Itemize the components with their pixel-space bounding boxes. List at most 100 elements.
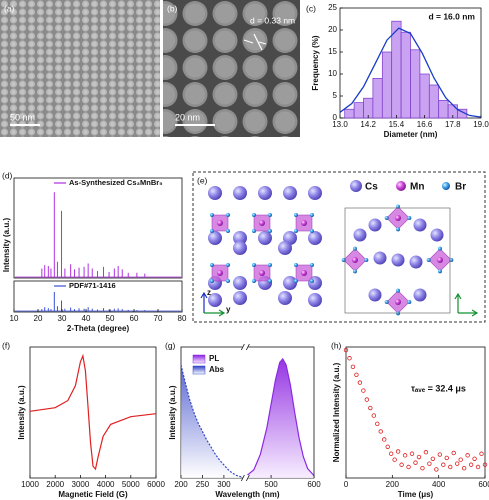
atom — [413, 288, 427, 302]
legend-label: Abs — [209, 365, 225, 374]
decay-point — [378, 429, 383, 434]
x-tick-label: 600 — [307, 480, 321, 489]
atom — [368, 288, 382, 302]
tem-image — [0, 0, 160, 137]
x-tick-label: 15.4 — [389, 120, 405, 129]
x-tick-label: 200 — [386, 480, 400, 489]
axis-name: y — [226, 305, 231, 314]
y-axis-label: Intensity (a.u.) — [17, 385, 26, 440]
atom — [210, 229, 214, 233]
decay-point — [468, 462, 474, 467]
axis-break — [240, 474, 250, 482]
decay-point — [455, 461, 460, 466]
atom — [294, 263, 298, 267]
x-tick-label: 4000 — [97, 480, 115, 489]
atom — [310, 279, 314, 283]
decay-point — [361, 388, 366, 393]
bar — [391, 20, 402, 119]
x-tick-label: 6000 — [147, 480, 165, 489]
atom — [233, 231, 247, 245]
decay-point — [399, 462, 404, 467]
plot-frame — [345, 346, 486, 479]
decay-point — [413, 460, 418, 465]
bar — [400, 31, 411, 119]
atom — [407, 300, 412, 304]
x-tick-label: 16.6 — [417, 120, 433, 129]
atom — [396, 181, 406, 191]
atom — [353, 246, 357, 251]
decay-point — [357, 380, 363, 385]
x-tick-label: 50 — [106, 314, 115, 323]
x-tick-label: 200 — [174, 480, 188, 489]
atom — [233, 291, 247, 305]
atom — [259, 270, 265, 276]
spectrum-area — [181, 364, 242, 478]
atom — [208, 186, 222, 200]
atom — [396, 227, 400, 232]
x-tick-label: 40 — [82, 314, 91, 323]
x-tick-label: 500 — [264, 480, 278, 489]
hrtem-image — [163, 0, 300, 137]
x-axis-label: Time (μs) — [398, 490, 434, 499]
atom — [413, 218, 427, 232]
atom — [407, 216, 412, 220]
atom — [268, 229, 272, 233]
bar — [428, 84, 440, 119]
atom — [226, 213, 230, 217]
structure-box — [192, 171, 486, 323]
spectrum-area — [245, 358, 314, 478]
y-axis-label: Intensity (a.u.) — [2, 218, 11, 273]
atom — [226, 263, 230, 267]
decay-point — [441, 462, 446, 467]
y-axis-label: Intensity (a.u.) — [168, 385, 177, 440]
x-axis-label: Wavelength (nm) — [215, 490, 279, 499]
legend-swatch — [192, 365, 206, 375]
decay-point — [402, 453, 408, 458]
atom — [252, 279, 256, 283]
x-tick-label: 0 — [344, 480, 349, 489]
atom — [395, 299, 401, 305]
decay-point — [444, 455, 449, 461]
decay-point — [448, 464, 453, 470]
decay-point — [406, 464, 411, 470]
decay-point — [479, 451, 484, 456]
plot-frame — [13, 280, 183, 313]
panel-label: (g) — [165, 340, 176, 350]
decay-point — [371, 413, 376, 418]
decay-point — [475, 464, 481, 470]
x-tick-label: 14.2 — [360, 120, 376, 129]
atom — [226, 279, 230, 283]
atom — [233, 186, 247, 200]
atom — [233, 241, 247, 255]
plot-frame — [13, 177, 183, 279]
atom — [252, 263, 256, 267]
bar — [419, 73, 430, 119]
decay-point — [423, 450, 429, 455]
axis-arrows-right — [454, 292, 479, 317]
axis-name: z — [207, 288, 211, 297]
axis-break-gap — [242, 475, 249, 481]
axis-arrow-y — [204, 309, 226, 317]
atom — [217, 270, 223, 276]
atom — [294, 279, 298, 283]
atom — [430, 228, 444, 242]
atom — [268, 263, 272, 267]
y-tick-label: 20 — [328, 25, 337, 34]
atom — [283, 276, 297, 290]
atom — [310, 263, 314, 267]
x-tick-label: 70 — [154, 314, 163, 323]
scale-bar-label: 20 nm — [175, 112, 200, 122]
x-tick-label: 13.0 — [332, 120, 348, 129]
atom — [308, 231, 322, 245]
atom — [438, 269, 442, 274]
x-tick-label: 80 — [178, 314, 187, 323]
atom — [301, 270, 307, 276]
x-tick-label: 10 — [10, 314, 19, 323]
fit-curve — [339, 27, 482, 118]
y-axis-label: Frequency (%) — [311, 35, 320, 90]
atom — [259, 220, 265, 226]
legend-label: PL — [209, 354, 219, 363]
legend-label: Cs — [365, 182, 378, 193]
atom — [210, 263, 214, 267]
